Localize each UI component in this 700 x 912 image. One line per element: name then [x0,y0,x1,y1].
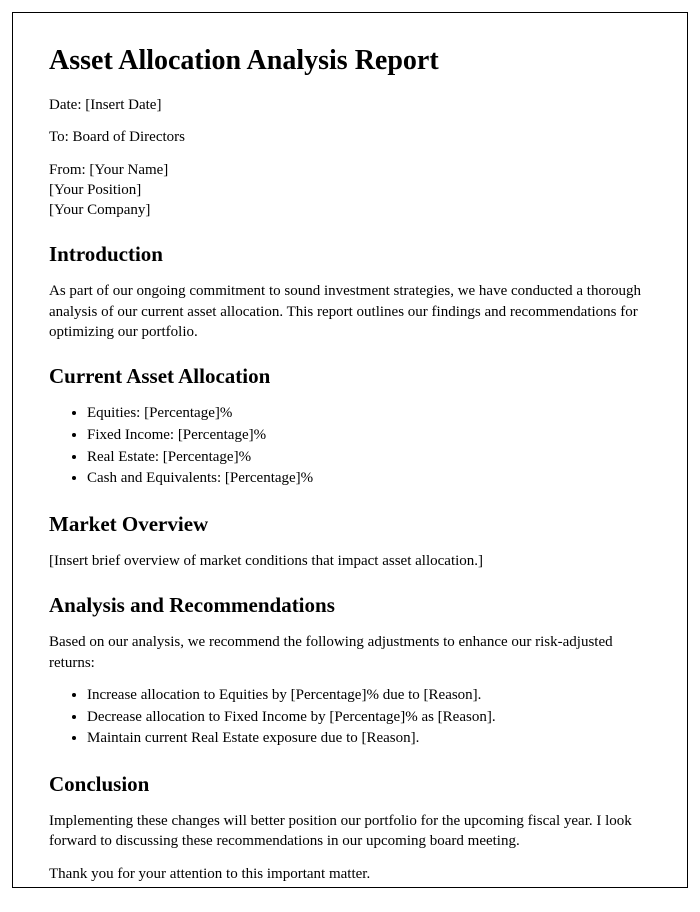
conclusion-heading: Conclusion [49,772,651,797]
list-item: Fixed Income: [Percentage]% [87,425,651,447]
to-line: To: Board of Directors [49,127,651,147]
analysis-list: Increase allocation to Equities by [Perc… [49,685,651,750]
from-name: From: [Your Name] [49,160,651,180]
list-item: Real Estate: [Percentage]% [87,447,651,469]
conclusion-body-2: Thank you for your attention to this imp… [49,864,651,884]
current-allocation-heading: Current Asset Allocation [49,364,651,389]
current-allocation-list: Equities: [Percentage]% Fixed Income: [P… [49,403,651,490]
from-block: From: [Your Name] [Your Position] [Your … [49,160,651,221]
list-item: Increase allocation to Equities by [Perc… [87,685,651,707]
list-item: Equities: [Percentage]% [87,403,651,425]
document-page: Asset Allocation Analysis Report Date: [… [12,12,688,888]
introduction-body: As part of our ongoing commitment to sou… [49,281,651,342]
introduction-heading: Introduction [49,242,651,267]
list-item: Decrease allocation to Fixed Income by [… [87,707,651,729]
market-overview-heading: Market Overview [49,512,651,537]
list-item: Cash and Equivalents: [Percentage]% [87,468,651,490]
conclusion-body-1: Implementing these changes will better p… [49,811,651,852]
date-line: Date: [Insert Date] [49,95,651,115]
list-item: Maintain current Real Estate exposure du… [87,728,651,750]
market-overview-body: [Insert brief overview of market conditi… [49,551,651,571]
analysis-heading: Analysis and Recommendations [49,593,651,618]
from-company: [Your Company] [49,200,651,220]
from-position: [Your Position] [49,180,651,200]
page-title: Asset Allocation Analysis Report [49,45,651,77]
analysis-body: Based on our analysis, we recommend the … [49,632,651,673]
